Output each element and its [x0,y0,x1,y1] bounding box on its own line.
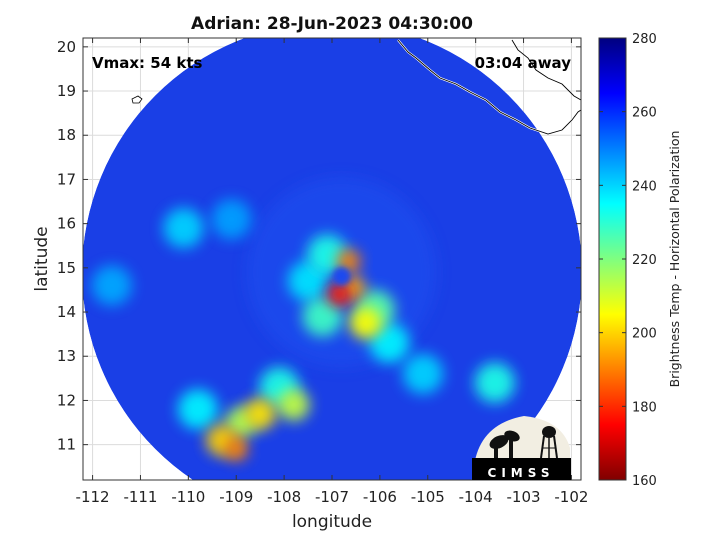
y-tick-label: 17 [57,170,76,188]
brightness-feature [177,389,218,430]
chart-title: Adrian: 28-Jun-2023 04:30:00 [191,14,473,34]
x-tick-label: -109 [219,488,253,506]
x-axis-ticks: -112 -111 -110 -109 -108 -107 -106 -105 -104 -103… [76,38,588,506]
y-axis-label: latitude [32,226,52,291]
y-tick-label: 15 [57,259,76,277]
x-tick-label: -103 [507,488,541,506]
brightness-feature [224,437,249,462]
brightness-features [91,199,515,462]
brightness-feature [302,296,343,337]
colorbar-tick-label: 220 [632,253,657,268]
colorbar-ticks: 160 180 200 220 240 260 280 [599,32,657,489]
logo-tower-icon [540,426,558,459]
y-tick-label: 20 [57,38,76,56]
colorbar-gradient [599,38,626,480]
x-tick-label: -102 [554,488,588,506]
colorbar-tick-label: 200 [632,327,657,342]
brightness-feature [244,397,277,430]
y-axis-ticks: 11 12 13 14 15 16 17 18 19 20 [57,38,581,454]
colorbar-label: Brightness Temp - Horizontal Polarizatio… [667,131,682,388]
y-tick-label: 14 [57,303,76,321]
x-tick-label: -105 [411,488,445,506]
brightness-feature [349,307,382,340]
brightness-feature [91,265,132,306]
y-tick-label: 13 [57,347,76,365]
colorbar-tick-label: 240 [632,179,657,194]
y-tick-label: 18 [57,126,76,144]
x-tick-label: -112 [76,488,110,506]
x-tick-label: -107 [315,488,349,506]
x-tick-label: -108 [267,488,301,506]
inland-border [511,39,581,101]
brightness-feature [336,249,361,274]
colorbar-tick-label: 160 [632,474,657,489]
y-tick-label: 12 [57,391,76,409]
colorbar-tick-label: 260 [632,106,657,121]
plot-area [83,38,581,480]
logo-dish-icon [489,430,520,458]
colorbar: 160 180 200 220 240 260 280 Brightness Temp - … [598,32,682,489]
x-tick-label: -111 [123,488,157,506]
brightness-feature [474,362,515,403]
microwave-swath [83,38,581,480]
y-tick-label: 19 [57,82,76,100]
brightness-feature [277,388,310,421]
island-outline [131,95,143,104]
logo-ground [472,458,571,480]
colorbar-tick-label: 280 [632,32,657,47]
logo-text: CIMSS [488,466,555,480]
x-axis-label: longitude [292,512,372,532]
vmax-annotation: Vmax: 54 kts [92,54,202,72]
brightness-feature [327,282,352,307]
colorbar-tick-label: 180 [632,400,657,415]
coastline-border [397,39,581,135]
brightness-feature [369,322,410,363]
y-tick-label: 16 [57,215,76,233]
time-away-annotation: 03:04 away [475,54,572,72]
brightness-feature [163,208,204,249]
y-tick-label: 11 [57,436,76,454]
brightness-feature [307,234,348,275]
brightness-feature [402,353,443,394]
x-tick-label: -106 [363,488,397,506]
cimss-logo: CIMSS [472,416,571,480]
brightness-feature [211,199,252,240]
storm-eye [332,267,351,286]
x-tick-label: -110 [171,488,205,506]
x-tick-label: -104 [459,488,493,506]
